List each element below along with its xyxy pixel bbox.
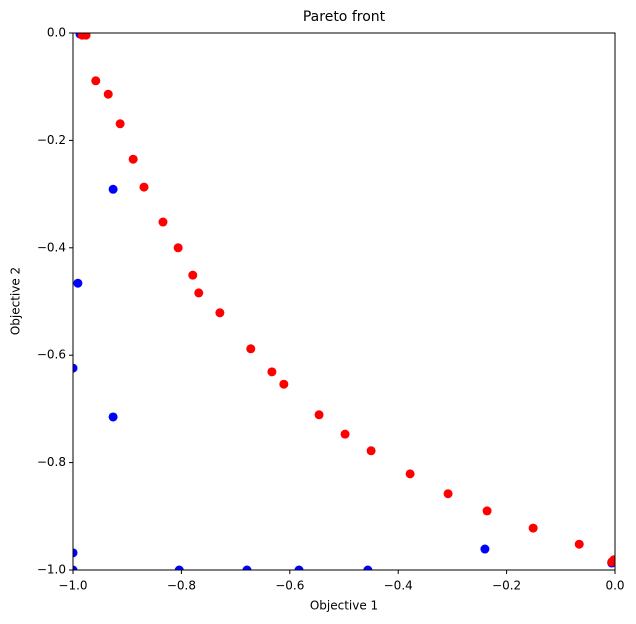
point bbox=[73, 278, 83, 288]
point bbox=[73, 363, 78, 373]
point bbox=[73, 548, 78, 558]
y-tick-label: −0.6 bbox=[37, 348, 66, 362]
point bbox=[340, 429, 350, 439]
x-axis-label: Objective 1 bbox=[310, 599, 378, 613]
point bbox=[128, 154, 138, 164]
point bbox=[139, 182, 149, 192]
point bbox=[366, 446, 376, 456]
point bbox=[103, 89, 113, 99]
point bbox=[528, 523, 538, 533]
chart-title: Pareto front bbox=[303, 9, 386, 25]
x-tick-label: −0.2 bbox=[492, 579, 521, 593]
point bbox=[443, 489, 453, 499]
y-tick-label: −0.4 bbox=[37, 240, 66, 254]
point bbox=[81, 33, 91, 40]
y-axis-label: Objective 2 bbox=[9, 267, 23, 335]
point bbox=[91, 76, 101, 86]
point bbox=[108, 412, 118, 422]
point bbox=[246, 344, 256, 354]
x-tick-label: −0.8 bbox=[167, 579, 196, 593]
y-tick-label: −0.8 bbox=[37, 455, 66, 469]
point bbox=[294, 565, 304, 570]
point bbox=[609, 555, 615, 565]
x-tick-label: −1.0 bbox=[58, 579, 87, 593]
point bbox=[158, 217, 168, 227]
point bbox=[574, 539, 584, 549]
plot-area bbox=[73, 33, 615, 570]
y-tick-label: −1.0 bbox=[37, 563, 66, 577]
point bbox=[73, 565, 78, 570]
point bbox=[108, 184, 118, 194]
point bbox=[188, 270, 198, 280]
y-tick-label: 0.0 bbox=[47, 26, 66, 40]
point bbox=[174, 565, 184, 570]
point bbox=[480, 544, 490, 554]
point bbox=[215, 308, 225, 318]
y-tick-label: −0.2 bbox=[37, 133, 66, 147]
x-tick-label: −0.6 bbox=[275, 579, 304, 593]
point bbox=[363, 565, 373, 570]
x-tick-label: 0.0 bbox=[605, 579, 624, 593]
point bbox=[194, 288, 204, 298]
point bbox=[279, 379, 289, 389]
point bbox=[115, 119, 125, 129]
axes-frame bbox=[72, 32, 616, 571]
point bbox=[482, 506, 492, 516]
point bbox=[267, 367, 277, 377]
point bbox=[405, 469, 415, 479]
point bbox=[314, 410, 324, 420]
point bbox=[173, 243, 183, 253]
point bbox=[242, 565, 252, 570]
x-tick-label: −0.4 bbox=[384, 579, 413, 593]
